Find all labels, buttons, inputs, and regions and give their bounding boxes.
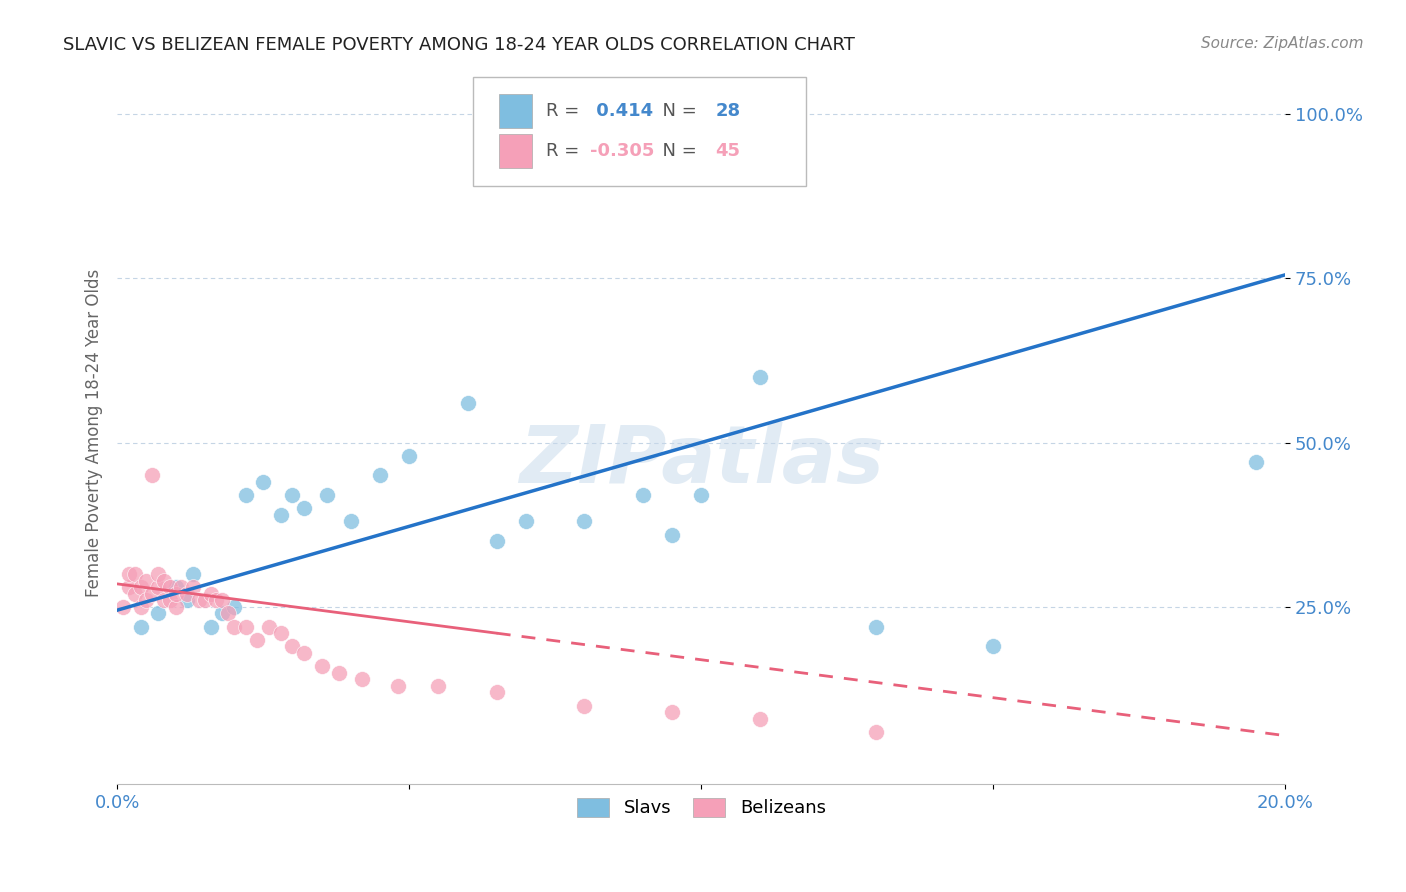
Point [181, 567, 204, 582]
Point [135, 593, 157, 607]
Point [118, 567, 141, 582]
Point [159, 580, 181, 594]
Point [200, 619, 222, 633]
Point [153, 574, 176, 588]
Point [246, 632, 269, 647]
Point [457, 396, 479, 410]
Point [205, 593, 228, 607]
Point [165, 580, 187, 594]
Point [124, 567, 146, 582]
Point [748, 369, 770, 384]
Point [235, 488, 257, 502]
Point [398, 449, 420, 463]
Point [574, 515, 596, 529]
Point [187, 593, 209, 607]
Point [222, 619, 245, 633]
FancyBboxPatch shape [474, 78, 806, 186]
Text: 28: 28 [716, 102, 741, 120]
Point [352, 672, 374, 686]
Point [211, 593, 233, 607]
Text: -0.305: -0.305 [591, 142, 655, 161]
Point [661, 527, 683, 541]
Point [181, 580, 204, 594]
Point [176, 587, 198, 601]
Y-axis label: Female Poverty Among 18-24 Year Olds: Female Poverty Among 18-24 Year Olds [86, 268, 103, 597]
Point [235, 619, 257, 633]
Point [1244, 455, 1267, 469]
Point [281, 488, 304, 502]
FancyBboxPatch shape [499, 95, 531, 128]
Point [292, 646, 315, 660]
Point [146, 567, 169, 582]
Point [270, 626, 292, 640]
Point [124, 587, 146, 601]
Text: N =: N = [651, 102, 697, 120]
Legend: Slavs, Belizeans: Slavs, Belizeans [569, 791, 832, 824]
Point [292, 501, 315, 516]
Point [311, 659, 333, 673]
Point [865, 724, 887, 739]
Point [118, 580, 141, 594]
Text: Source: ZipAtlas.com: Source: ZipAtlas.com [1201, 36, 1364, 51]
Point [153, 593, 176, 607]
Point [485, 685, 508, 699]
Point [281, 640, 304, 654]
Point [427, 679, 450, 693]
Point [159, 593, 181, 607]
Point [257, 619, 280, 633]
Point [146, 580, 169, 594]
Point [141, 468, 163, 483]
Point [176, 593, 198, 607]
Point [661, 705, 683, 719]
Point [270, 508, 292, 522]
Point [515, 515, 537, 529]
Point [631, 488, 654, 502]
Point [222, 599, 245, 614]
Text: R =: R = [546, 142, 579, 161]
Point [387, 679, 409, 693]
Point [129, 580, 152, 594]
Point [252, 475, 274, 489]
Point [690, 488, 713, 502]
Text: ZIPatlas: ZIPatlas [519, 422, 884, 500]
Text: SLAVIC VS BELIZEAN FEMALE POVERTY AMONG 18-24 YEAR OLDS CORRELATION CHART: SLAVIC VS BELIZEAN FEMALE POVERTY AMONG … [63, 36, 855, 54]
Point [146, 607, 169, 621]
Point [112, 599, 135, 614]
FancyBboxPatch shape [499, 135, 531, 168]
Point [141, 587, 163, 601]
Text: N =: N = [651, 142, 697, 161]
Point [200, 587, 222, 601]
Point [368, 468, 391, 483]
Point [981, 640, 1004, 654]
Text: 45: 45 [716, 142, 740, 161]
Point [865, 619, 887, 633]
Point [316, 488, 339, 502]
Point [194, 593, 217, 607]
Point [129, 599, 152, 614]
Text: R =: R = [546, 102, 579, 120]
Point [165, 599, 187, 614]
Text: 0.414: 0.414 [591, 102, 654, 120]
Point [485, 534, 508, 549]
Point [135, 574, 157, 588]
Point [748, 712, 770, 726]
Point [129, 619, 152, 633]
Point [217, 607, 239, 621]
Point [165, 587, 187, 601]
Point [339, 515, 361, 529]
Point [328, 665, 350, 680]
Point [170, 580, 193, 594]
Point [211, 607, 233, 621]
Point [574, 698, 596, 713]
